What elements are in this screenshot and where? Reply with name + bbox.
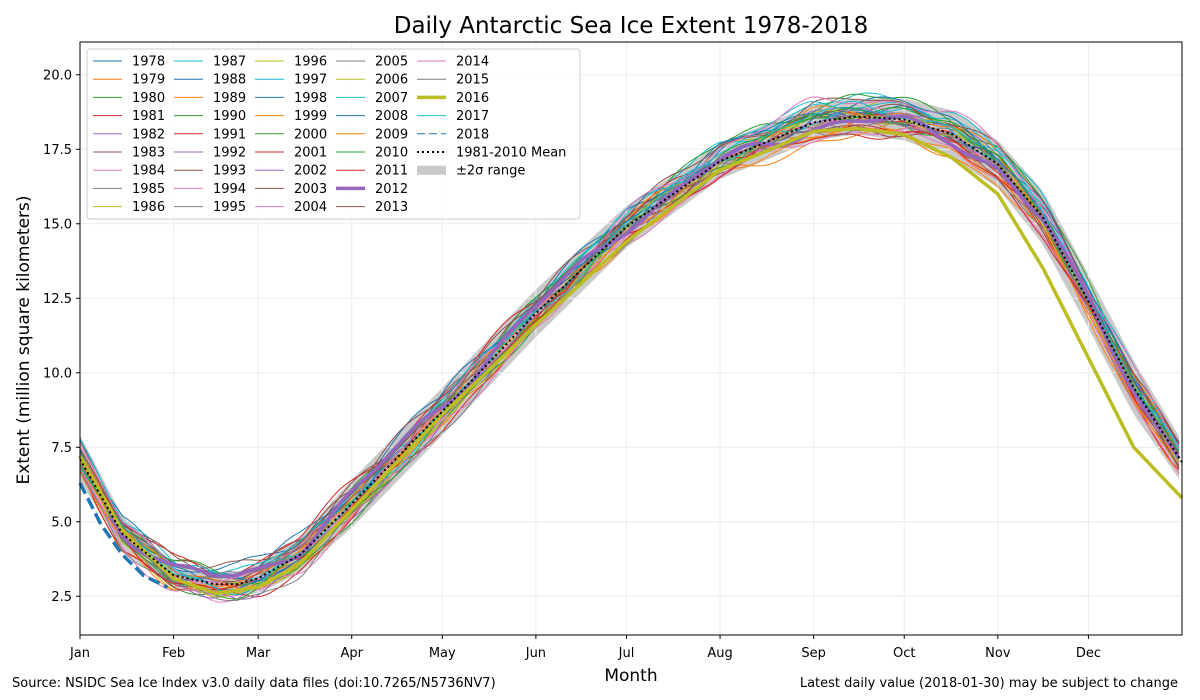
legend-label: ±2σ range [456,164,525,179]
x-tick-label: Sep [801,646,826,661]
legend-label: 2014 [456,55,489,70]
y-tick-label: 20.0 [43,68,72,83]
legend-label: 2005 [375,55,408,70]
x-tick-label: Dec [1076,646,1101,661]
series-line-2017 [79,100,1180,596]
legend-label: 2016 [456,91,489,106]
x-tick-label: Nov [985,646,1011,661]
series-line-2001 [79,113,1180,598]
legend-label: 2002 [294,164,327,179]
x-axis-label: Month [604,666,657,686]
legend-label: 1995 [213,200,246,215]
legend-label: 1981 [132,109,165,124]
series-line-1999 [79,105,1180,591]
x-tick-label: Apr [340,646,363,661]
legend-label: 2011 [375,164,408,179]
legend-label: 1991 [213,127,246,142]
legend-label: 1994 [213,182,246,197]
legend-label: 1980 [132,91,165,106]
legend-label: 1982 [132,127,165,142]
series-line-2016 [78,126,1184,596]
legend-label: 2010 [375,146,408,161]
y-axis-label: Extent (million square kilometers) [14,195,34,484]
y-tick-label: 2.5 [51,590,72,605]
legend-label: 2017 [456,109,489,124]
series-line-2015 [79,122,1180,582]
legend-label: 2015 [456,73,489,88]
legend-label: 2008 [375,109,408,124]
x-tick-label: Jul [618,646,635,661]
legend-label: 1979 [132,73,165,88]
mean-line [79,115,1183,586]
y-tick-label: 7.5 [51,441,72,456]
series-line-2005 [79,115,1180,601]
series-line-1987 [79,92,1180,579]
legend-label: 2003 [294,182,327,197]
x-tick-label: May [429,646,456,661]
x-tick-label: Jan [69,646,90,661]
legend-box [86,48,581,220]
y-tick-label: 10.0 [43,366,72,381]
legend-label: 1998 [294,91,327,106]
legend-label: 2004 [294,200,327,215]
legend: 1978 1979 1980 1981 1982 1983 1984 1985 1986 1987… [86,48,581,220]
legend-label: 1983 [132,146,165,161]
legend-label: 1999 [294,109,327,124]
latest-value-note: Latest daily value (2018-01-30) may be s… [799,676,1178,691]
legend-label: 2006 [375,73,408,88]
plot-frame [79,41,1183,636]
legend-label: 2007 [375,91,408,106]
legend-label: 1984 [132,164,165,179]
highlight-lines-layer [78,114,1184,596]
legend-label: 2018 [456,127,489,142]
legend-label: 1997 [294,73,327,88]
legend-label: 1986 [132,200,165,215]
x-axis-ticks: Jan Feb Mar Apr May Jun Jul Aug Sep Oct Nov Dec [69,635,1101,661]
legend-label: 1978 [132,55,165,70]
source-note: Source: NSIDC Sea Ice Index v3.0 daily d… [12,676,496,691]
y-tick-label: 5.0 [51,515,72,530]
x-tick-label: Aug [707,646,732,661]
y-tick-label: 15.0 [43,217,72,232]
x-tick-label: Oct [893,646,915,661]
series-line-2012 [78,114,1181,579]
y-axis-ticks: 2.5 5.0 7.5 10.0 12.5 15.0 17.5 20.0 [43,68,80,605]
legend-label: 2009 [375,127,408,142]
legend-label: 2001 [294,146,327,161]
legend-label: 1985 [132,182,165,197]
legend-label: 2013 [375,200,408,215]
legend-label: 1992 [213,146,246,161]
legend-label: 1989 [213,91,246,106]
legend-label: 1987 [213,55,246,70]
legend-label: 1990 [213,109,246,124]
x-tick-label: Feb [162,646,185,661]
series-line-2018 [78,482,169,589]
legend-label: 1981-2010 Mean [456,146,566,161]
legend-label: 1996 [294,55,327,70]
legend-label: 1993 [213,164,246,179]
y-tick-label: 12.5 [43,292,72,307]
series-line-1997 [79,107,1180,576]
y-tick-label: 17.5 [43,143,72,158]
legend-label: 2012 [375,182,408,197]
chart-title: Daily Antarctic Sea Ice Extent 1978-2018 [394,13,869,39]
x-tick-label: Mar [246,646,271,661]
legend-label: 1988 [213,73,246,88]
x-tick-label: Jun [525,646,546,661]
legend-label: 2000 [294,127,327,142]
